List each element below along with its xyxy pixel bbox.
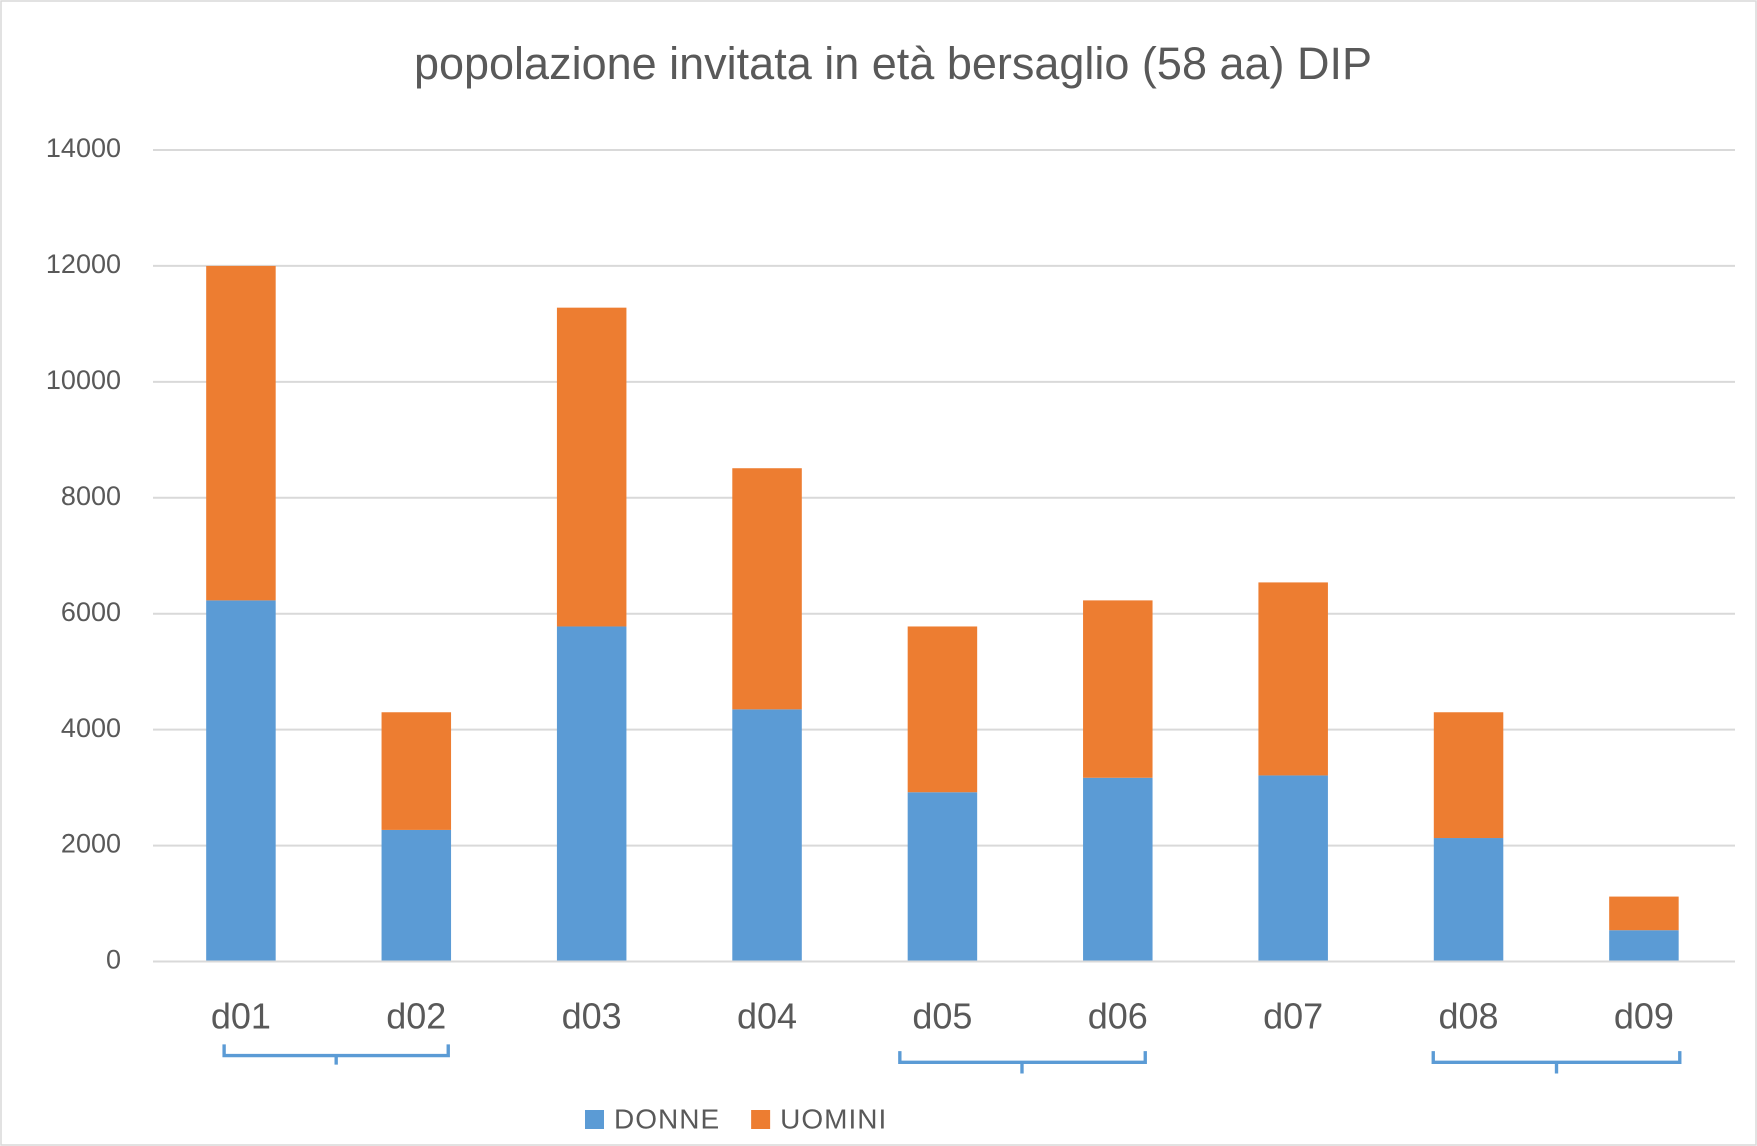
bar-segment (556, 307, 627, 627)
bracket (1431, 1051, 1682, 1074)
bar-segment (206, 600, 276, 962)
legend-label: DONNE (614, 1103, 720, 1134)
bar-segment (1609, 930, 1679, 962)
bar-segment (732, 468, 802, 710)
y-tick-label: 10000 (46, 365, 121, 395)
x-tick-label: d05 (912, 996, 972, 1037)
y-tick-label: 12000 (46, 249, 121, 279)
bar-segment (1609, 896, 1679, 931)
bar-segment (1258, 775, 1328, 962)
x-tick-label: d03 (562, 996, 622, 1037)
x-tick-label: d04 (737, 996, 797, 1037)
bracket (222, 1044, 450, 1065)
bar-segment (907, 792, 978, 962)
brackets (222, 1044, 1682, 1074)
x-tick-label: d07 (1263, 996, 1323, 1037)
y-tick-label: 2000 (61, 829, 121, 859)
x-tick-label: d01 (211, 996, 271, 1037)
bar-segment (732, 709, 802, 962)
y-tick-label: 6000 (61, 597, 121, 627)
bar-segment (1433, 838, 1504, 962)
bar-segment (1083, 777, 1153, 962)
bar-segment (206, 265, 276, 601)
y-tick-label: 0 (106, 945, 121, 975)
bar-segment (907, 626, 978, 793)
bar-segment (556, 626, 627, 962)
x-tick-label: d02 (386, 996, 446, 1037)
chart-title: popolazione invitata in età bersaglio (5… (414, 38, 1372, 89)
bar-segment (381, 829, 452, 962)
x-tick-label: d09 (1614, 996, 1674, 1037)
legend-label: UOMINI (780, 1103, 887, 1134)
bar-segment (1083, 600, 1153, 778)
x-tick-label: d08 (1439, 996, 1499, 1037)
bar-segment (1433, 712, 1504, 839)
bar-segment (1258, 582, 1328, 776)
legend-swatch (585, 1110, 604, 1129)
y-tick-label: 8000 (61, 481, 121, 511)
y-tick-label: 4000 (61, 713, 121, 743)
bar-segment (381, 712, 452, 830)
bracket (898, 1051, 1147, 1074)
y-tick-label: 14000 (46, 133, 121, 163)
x-tick-label: d06 (1088, 996, 1148, 1037)
legend-swatch (751, 1110, 771, 1129)
